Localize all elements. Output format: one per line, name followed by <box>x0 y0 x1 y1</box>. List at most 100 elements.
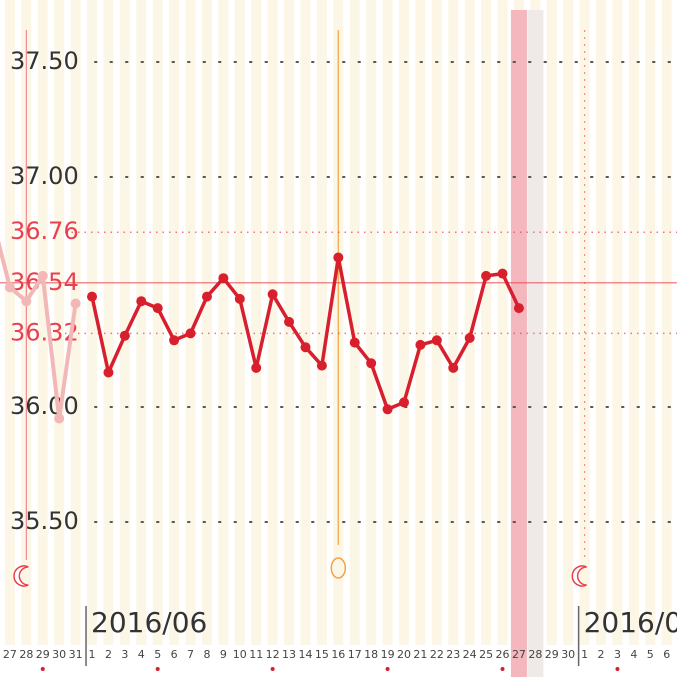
x-tick-label: 1 <box>89 648 96 661</box>
day-column <box>300 0 311 645</box>
temperature-point <box>497 268 508 279</box>
x-tick-label: 11 <box>249 648 263 661</box>
x-tick-label: 27 <box>512 648 526 661</box>
week-dot <box>40 667 45 671</box>
x-tick-label: 3 <box>121 648 128 661</box>
period-icon <box>571 565 587 587</box>
x-tick-label: 2 <box>598 648 605 661</box>
temperature-point <box>185 328 196 339</box>
day-column <box>234 0 245 645</box>
temperature-point <box>300 342 311 353</box>
temperature-point <box>54 413 65 424</box>
temperature-point <box>218 273 229 284</box>
temperature-point <box>4 282 15 293</box>
temperature-point <box>513 303 524 314</box>
x-tick-label: 3 <box>614 648 621 661</box>
temperature-point <box>415 339 426 350</box>
temperature-point <box>431 335 442 346</box>
day-column <box>152 0 163 645</box>
day-column <box>87 0 98 645</box>
temperature-point <box>152 303 163 314</box>
day-column <box>563 0 574 645</box>
x-tick-label: 5 <box>154 648 161 661</box>
temperature-point <box>119 330 130 341</box>
temperature-point <box>481 270 492 281</box>
x-tick-label: 7 <box>187 648 194 661</box>
day-column <box>645 0 656 645</box>
day-column <box>431 0 442 645</box>
x-tick-label: 22 <box>430 648 444 661</box>
temperature-line <box>0 240 78 421</box>
day-column <box>349 0 360 645</box>
week-dot <box>270 667 275 671</box>
day-column <box>316 0 327 645</box>
x-tick-label: 20 <box>397 648 411 661</box>
day-column <box>201 0 212 645</box>
day-column <box>596 0 607 645</box>
x-tick-label: 8 <box>203 648 210 661</box>
x-tick-label: 12 <box>266 648 280 661</box>
day-column <box>251 0 262 645</box>
temperature-point <box>284 316 295 327</box>
x-tick-label: 15 <box>315 648 329 661</box>
day-column <box>267 0 278 645</box>
temperature-point <box>464 333 475 343</box>
temperature-point <box>169 335 180 346</box>
temperature-point <box>70 298 81 309</box>
x-tick-label: 28 <box>528 648 542 661</box>
day-column <box>612 0 623 645</box>
x-tick-label: 9 <box>220 648 227 661</box>
day-column <box>628 0 639 645</box>
today-band <box>510 10 527 677</box>
day-column <box>497 0 508 645</box>
x-tick-label: 1 <box>581 648 588 661</box>
day-column <box>661 0 672 645</box>
day-column <box>4 0 15 645</box>
day-column <box>136 0 147 645</box>
x-tick-label: 4 <box>138 648 145 661</box>
x-tick-label: 16 <box>331 648 345 661</box>
x-tick-label: 29 <box>545 648 559 661</box>
x-tick-label: 6 <box>171 648 178 661</box>
temperature-point <box>234 293 245 304</box>
day-column <box>54 0 65 645</box>
day-column <box>103 0 114 645</box>
day-column <box>481 0 492 645</box>
x-tick-label: 18 <box>364 648 378 661</box>
temperature-point <box>316 360 327 371</box>
temperature-point <box>87 291 98 302</box>
reference-label: 36.32 <box>10 318 79 346</box>
x-tick-label: 30 <box>52 648 66 661</box>
day-column <box>119 0 130 645</box>
temperature-point <box>349 337 360 348</box>
period-icon <box>13 565 29 587</box>
week-dot <box>615 667 620 671</box>
month-label: 2016/06 <box>91 606 207 639</box>
x-tick-label: 13 <box>282 648 296 661</box>
x-tick-label: 28 <box>19 648 33 661</box>
x-tick-label: 4 <box>630 648 637 661</box>
temperature-point <box>448 362 459 373</box>
day-column <box>399 0 409 645</box>
x-tick-label: 5 <box>647 648 654 661</box>
temperature-point <box>103 367 114 378</box>
x-tick-label: 17 <box>348 648 362 661</box>
reference-label: 36.76 <box>10 217 79 245</box>
x-tick-label: 21 <box>413 648 427 661</box>
ovulation-icon <box>330 557 347 579</box>
future-band <box>527 10 544 677</box>
temperature-point <box>21 296 32 307</box>
x-tick-label: 29 <box>36 648 50 661</box>
x-tick-label: 26 <box>0 648 1 661</box>
x-tick-label: 25 <box>479 648 493 661</box>
y-tick-label: 36.00 <box>10 392 79 420</box>
month-label: 2016/07 <box>584 606 677 639</box>
week-dot <box>500 667 505 671</box>
x-tick-label: 23 <box>446 648 460 661</box>
x-tick-label: 31 <box>69 648 83 661</box>
temperature-point <box>251 362 262 373</box>
temperature-point <box>201 291 212 302</box>
temperature-point <box>136 296 147 307</box>
y-tick-label: 37.00 <box>10 162 79 190</box>
